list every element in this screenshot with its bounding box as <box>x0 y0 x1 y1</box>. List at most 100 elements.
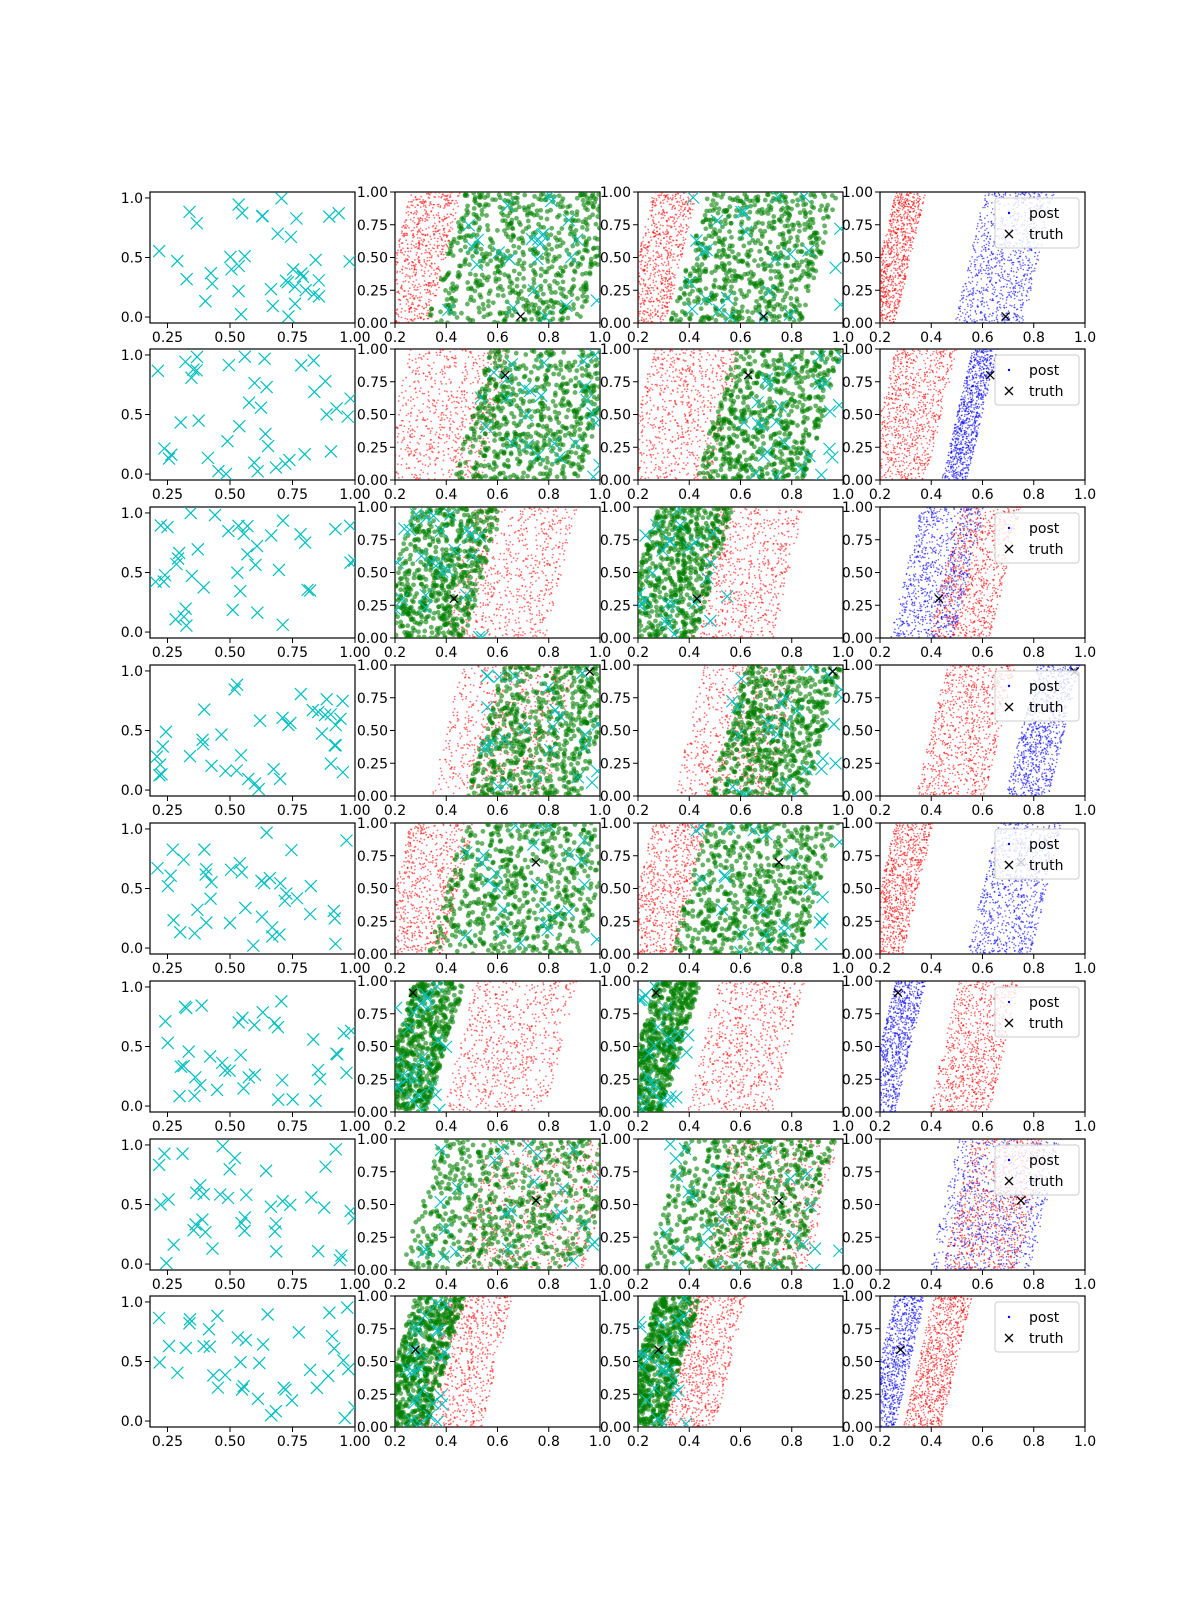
accepted-sample <box>583 217 589 222</box>
post-sample-red <box>873 303 875 305</box>
accepted-sample <box>690 278 695 284</box>
accepted-sample <box>596 225 600 231</box>
post-sample-red <box>909 250 912 252</box>
post-sample-blue <box>1000 293 1003 295</box>
design-point <box>309 253 323 267</box>
accepted-sample <box>729 278 735 284</box>
accepted-sample <box>799 314 805 320</box>
post-sample-red <box>918 198 921 200</box>
post-sample <box>416 418 419 421</box>
post-sample <box>644 261 647 264</box>
post-sample <box>453 364 456 367</box>
post-sample <box>668 282 671 285</box>
accepted-sample <box>768 268 774 274</box>
post-sample <box>416 231 419 234</box>
post-sample-blue <box>960 315 962 318</box>
post-sample-red <box>874 318 876 320</box>
accepted-sample <box>702 212 708 218</box>
accepted-sample <box>484 277 490 283</box>
accepted-sample <box>710 207 716 213</box>
post-sample-red <box>912 237 915 240</box>
post-sample <box>399 251 402 254</box>
post-sample-red <box>909 241 912 243</box>
post-sample-red <box>891 282 893 284</box>
post-sample-blue <box>975 273 978 275</box>
post-sample <box>405 303 408 305</box>
post-sample-blue <box>1035 263 1037 265</box>
post-sample <box>446 216 448 219</box>
post-sample-red <box>901 225 903 228</box>
post-sample-red <box>889 300 892 303</box>
accepted-sample <box>727 319 733 323</box>
post-sample <box>423 272 426 275</box>
post-sample <box>665 194 667 197</box>
post-sample-red <box>878 310 880 312</box>
post-sample <box>392 296 394 298</box>
post-sample <box>638 308 639 311</box>
accepted-sample <box>560 204 566 209</box>
post-sample-red <box>909 239 912 241</box>
post-sample <box>656 287 659 290</box>
post-sample <box>652 279 655 282</box>
x-tick-label: 0.4 <box>678 330 700 346</box>
accepted-sample <box>565 315 571 321</box>
accepted-sample <box>780 205 786 211</box>
post-sample <box>453 361 456 364</box>
accepted-sample <box>531 268 536 273</box>
x-tick-label: 0.75 <box>277 330 308 346</box>
accepted-sample <box>471 206 477 211</box>
post-sample-red <box>893 264 896 266</box>
post-sample-blue <box>996 261 998 264</box>
post-sample-blue <box>1033 255 1036 258</box>
post-sample <box>668 203 671 206</box>
post-sample-blue <box>1012 261 1015 264</box>
post-sample-red <box>896 196 898 199</box>
post-sample <box>633 285 635 287</box>
post-sample <box>402 247 404 250</box>
post-sample <box>395 258 396 261</box>
post-sample <box>410 243 413 246</box>
post-sample <box>654 310 656 312</box>
post-sample-red <box>897 228 899 230</box>
post-sample <box>388 316 390 318</box>
accepted-sample <box>538 273 544 278</box>
post-sample <box>418 452 421 454</box>
post-sample <box>446 224 449 227</box>
post-sample-blue <box>1012 270 1015 273</box>
post-sample <box>424 206 427 209</box>
accepted-sample <box>702 236 708 242</box>
post-sample-blue <box>987 240 990 243</box>
panel-axes-r0-c3: 0.2 0.4 0.6 0.8 1.00.000.250.500.751.00 <box>842 185 1096 346</box>
post-sample-red <box>885 259 888 262</box>
accepted-sample <box>592 260 598 266</box>
design-point <box>290 212 303 225</box>
post-sample-blue <box>972 294 974 296</box>
post-sample <box>665 231 667 233</box>
post-sample <box>404 267 407 269</box>
post-sample <box>646 266 648 269</box>
post-sample-blue <box>1012 286 1015 289</box>
panel-axes-r1-c1: 0.2 0.4 0.6 0.8 1.00.000.250.500.751.00 <box>357 342 611 503</box>
post-sample-blue <box>964 319 967 321</box>
post-sample <box>422 199 425 201</box>
post-sample-blue <box>990 251 993 254</box>
post-sample-blue <box>1002 193 1005 196</box>
post-sample-blue <box>964 283 967 285</box>
post-sample <box>411 200 413 203</box>
post-sample-red <box>903 248 905 251</box>
post-sample-red <box>905 249 908 251</box>
post-sample-red <box>895 213 898 216</box>
post-sample <box>638 298 640 301</box>
post-sample-red <box>885 318 888 321</box>
post-sample <box>388 302 390 304</box>
post-sample <box>663 276 666 279</box>
post-sample <box>675 220 678 223</box>
post-sample <box>425 192 428 195</box>
post-sample <box>401 234 404 237</box>
post-sample-blue <box>1016 314 1019 316</box>
post-sample-red <box>892 221 895 223</box>
post-sample <box>413 314 416 316</box>
post-sample <box>649 298 652 301</box>
accepted-sample <box>486 298 491 304</box>
